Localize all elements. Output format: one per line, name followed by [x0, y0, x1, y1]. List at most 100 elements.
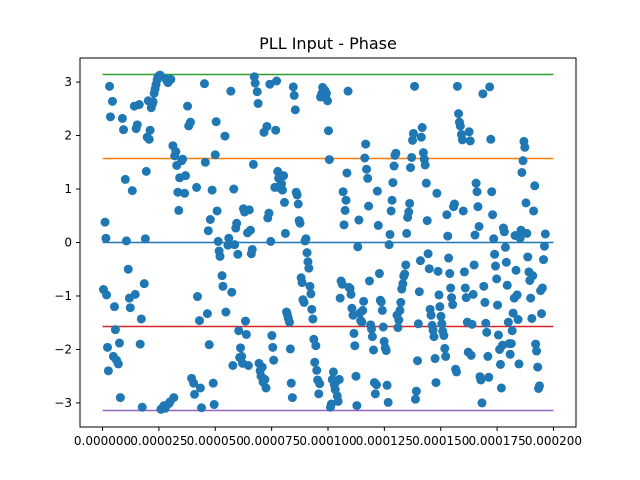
scatter-point: [101, 233, 111, 243]
scatter-point: [437, 319, 447, 329]
scatter-point: [424, 264, 434, 274]
scatter-point: [531, 339, 541, 349]
scatter-point: [208, 378, 218, 388]
scatter-point: [352, 401, 362, 411]
scatter-point: [402, 228, 412, 238]
scatter-point: [378, 322, 388, 332]
scatter-point: [248, 159, 258, 169]
scatter-point: [381, 346, 391, 356]
scatter-point: [174, 205, 184, 215]
scatter-point: [247, 244, 257, 254]
scatter-point: [103, 366, 113, 376]
scatter-point: [280, 228, 290, 238]
scatter-point: [357, 317, 367, 327]
scatter-point: [236, 343, 246, 353]
scatter-point: [347, 303, 357, 313]
scatter-point: [285, 344, 295, 354]
scatter-point: [123, 264, 133, 274]
scatter-point: [460, 283, 470, 293]
scatter-point: [169, 393, 179, 403]
scatter-point: [429, 332, 439, 342]
scatter-point: [532, 346, 542, 356]
scatter-point: [139, 279, 149, 289]
scatter-point: [443, 231, 453, 241]
scatter-point: [220, 131, 230, 141]
scatter-point: [215, 251, 225, 261]
scatter-point: [228, 361, 238, 370]
scatter-point: [396, 297, 406, 307]
scatter-point: [461, 293, 471, 303]
scatter-point: [324, 155, 334, 165]
scatter-point: [310, 357, 320, 367]
scatter-point: [299, 297, 309, 307]
scatter-point: [492, 274, 502, 284]
scatter-point: [245, 225, 255, 235]
scatter-point: [240, 316, 250, 326]
scatter-point: [431, 378, 441, 388]
scatter-point: [180, 188, 190, 198]
y-tick-label: 3: [64, 75, 72, 89]
scatter-point: [502, 280, 512, 290]
scatter-point: [134, 100, 144, 110]
scatter-point: [376, 297, 386, 307]
scatter-point: [211, 117, 221, 127]
scatter-point: [286, 378, 296, 388]
scatter-point: [358, 305, 368, 315]
scatter-point: [370, 389, 380, 399]
scatter-point: [244, 205, 254, 215]
scatter-point: [144, 134, 154, 144]
scatter-point: [500, 242, 510, 252]
scatter-point: [415, 256, 425, 266]
scatter-point: [481, 318, 491, 328]
scatter-point: [266, 236, 276, 246]
scatter-point: [323, 96, 333, 106]
scatter-point: [411, 386, 421, 396]
scatter-point: [137, 402, 147, 412]
scatter-point: [307, 304, 317, 314]
scatter-point: [422, 216, 432, 226]
scatter-point: [321, 88, 331, 98]
scatter-point: [262, 121, 272, 131]
x-tick-label: 0.000125: [356, 434, 413, 448]
scatter-point: [269, 355, 279, 365]
scatter-point: [364, 201, 374, 211]
scatter-point: [288, 82, 298, 92]
scatter-point: [234, 326, 244, 336]
x-tick-label: 0.000075: [243, 434, 300, 448]
scatter-point: [540, 229, 550, 239]
scatter-point: [279, 171, 289, 181]
scatter-point: [391, 148, 401, 158]
scatter-point: [513, 315, 523, 325]
scatter-point: [467, 319, 477, 329]
scatter-point: [488, 210, 498, 220]
scatter-point: [476, 375, 486, 385]
y-axis: −3 −2 −1 0 1 2 3: [54, 75, 80, 410]
scatter-point: [527, 313, 537, 323]
scatter-point: [181, 171, 191, 181]
scatter-point: [105, 112, 115, 122]
scatter-point: [141, 166, 151, 176]
scatter-point: [267, 331, 277, 341]
scatter-point: [209, 400, 219, 410]
scatter-point: [362, 164, 372, 174]
scatter-point: [404, 207, 414, 217]
y-tick-label: −3: [54, 396, 72, 410]
scatter-point: [217, 271, 227, 281]
scatter-point: [440, 343, 450, 353]
scatter-point: [113, 359, 123, 369]
scatter-point: [526, 293, 536, 303]
scatter-point: [338, 187, 348, 197]
scatter-point: [204, 340, 214, 350]
scatter-point: [224, 233, 234, 243]
scatter-point: [178, 154, 188, 164]
scatter-point: [241, 329, 251, 339]
scatter-point: [369, 345, 379, 355]
scatter-point: [148, 97, 158, 107]
scatter-point: [372, 186, 382, 196]
scatter-point: [351, 371, 361, 381]
scatter-point: [522, 228, 532, 238]
scatter-point: [305, 281, 315, 291]
scatter-point: [114, 338, 124, 348]
scatter-point: [100, 217, 110, 227]
